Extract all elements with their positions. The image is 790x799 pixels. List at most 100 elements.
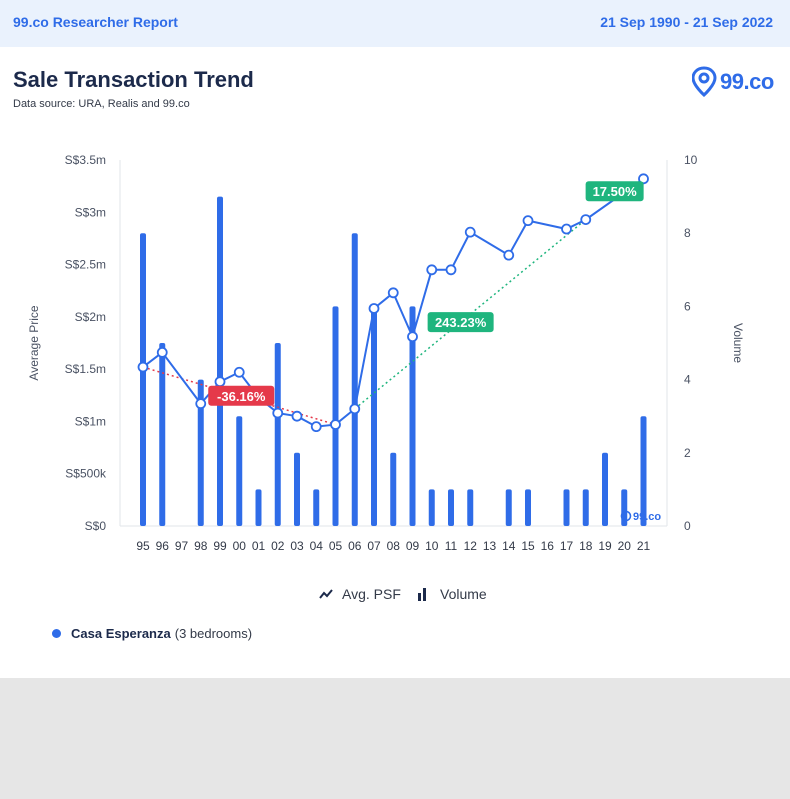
volume-bar <box>159 343 166 526</box>
volume-bar <box>294 452 300 526</box>
avg-psf-point <box>195 398 207 410</box>
avg-psf-point <box>214 376 226 388</box>
x-tick-label: 17 <box>560 539 574 553</box>
logo-pin-icon <box>692 66 717 98</box>
series-detail: (3 bedrooms) <box>174 626 253 641</box>
y-tick-label: S$3.5m <box>65 153 106 167</box>
avg-psf-point <box>445 264 457 276</box>
x-tick-label: 10 <box>425 539 439 553</box>
x-tick-label: 99 <box>213 539 227 553</box>
y-tick-label: S$0 <box>85 519 107 533</box>
volume-bar <box>197 379 204 526</box>
x-tick-label: 19 <box>598 539 612 553</box>
x-tick-label: 96 <box>156 539 170 553</box>
volume-bar <box>140 233 146 526</box>
x-tick-label: 21 <box>637 539 651 553</box>
report-label: 99.co Researcher Report <box>13 14 178 30</box>
report-card: 99.co Researcher Report 21 Sep 1990 - 21… <box>0 0 790 678</box>
avg-psf-point <box>156 347 168 358</box>
trend-badge-label: 17.50% <box>593 184 638 199</box>
date-range: 21 Sep 1990 - 21 Sep 2022 <box>600 14 773 30</box>
x-tick-label: 03 <box>290 539 304 553</box>
avg-psf-point <box>503 249 515 261</box>
trend-badge <box>208 385 275 406</box>
avg-psf-point <box>638 173 649 185</box>
x-tick-label: 00 <box>233 539 247 553</box>
avg-psf-point <box>426 264 438 276</box>
avg-psf-point <box>291 410 303 422</box>
volume-bar <box>351 233 358 526</box>
avg-psf-point <box>272 407 284 419</box>
chart-legend: Avg. PSF Volume <box>0 586 790 606</box>
series-color-dot <box>52 629 61 638</box>
x-tick-label: 16 <box>541 539 555 553</box>
y-tick-label: S$3m <box>75 205 106 219</box>
x-tick-label: 20 <box>618 539 632 553</box>
avg-psf-point <box>368 303 380 314</box>
volume-bar <box>582 489 589 526</box>
x-tick-label: 18 <box>579 539 593 553</box>
volume-bar <box>525 489 531 526</box>
volume-bar <box>505 489 512 526</box>
volume-bar <box>602 452 608 526</box>
x-tick-label: 07 <box>367 539 381 553</box>
y2-tick-label: 8 <box>684 226 691 240</box>
avg-psf-line <box>142 178 645 428</box>
legend-volume[interactable]: Volume <box>417 586 487 602</box>
avg-psf-point <box>330 419 341 430</box>
x-tick-label: 98 <box>194 539 208 553</box>
volume-bar <box>332 306 339 526</box>
trend-badge <box>427 312 494 333</box>
avg-psf-point <box>561 223 572 235</box>
volume-bar <box>255 489 262 526</box>
volume-bar <box>236 416 243 526</box>
legend-avg-psf[interactable]: Avg. PSF <box>318 586 401 602</box>
x-tick-label: 01 <box>252 539 266 553</box>
y2-tick-label: 2 <box>684 446 691 460</box>
avg-psf-point <box>310 421 322 433</box>
y-tick-label: S$500k <box>65 467 107 481</box>
x-tick-label: 14 <box>502 539 516 553</box>
y2-tick-label: 0 <box>684 519 691 533</box>
volume-bar <box>467 489 474 526</box>
sale-transaction-chart: S$0 S$500k S$1m S$1.5m S$2m S$2.5m S$3m S$3.5m 0… <box>27 153 745 553</box>
x-tick-label: 97 <box>175 539 189 553</box>
x-tick-label: 08 <box>387 539 401 553</box>
legend-volume-label: Volume <box>440 586 487 602</box>
volume-bar <box>448 489 454 526</box>
volume-bar <box>621 489 628 526</box>
watermark-pin-icon <box>620 510 632 522</box>
volume-bar <box>409 306 416 526</box>
x-tick-label: 09 <box>406 539 420 553</box>
trend-badge-label: 243.23% <box>435 315 487 330</box>
volume-bar <box>428 489 435 526</box>
avg-psf-point <box>233 366 245 378</box>
volume-bar <box>217 196 223 526</box>
y2-tick-label: 10 <box>684 153 698 167</box>
x-tick-label: 04 <box>310 539 324 553</box>
avg-psf-point <box>522 215 534 227</box>
volume-bar <box>640 416 647 526</box>
avg-psf-point <box>387 287 399 299</box>
avg-psf-point <box>580 214 592 226</box>
y-tick-label: S$1m <box>75 414 106 428</box>
avg-psf-point <box>407 331 418 343</box>
x-tick-label: 11 <box>445 539 458 553</box>
y-tick-label: S$2m <box>75 310 106 324</box>
x-tick-label: 12 <box>464 539 478 553</box>
chart-title: Sale Transaction Trend <box>13 67 254 92</box>
x-tick-label: 15 <box>521 539 535 553</box>
data-source: Data source: URA, Realis and 99.co <box>13 98 190 110</box>
volume-bar <box>390 452 397 526</box>
volume-bar <box>313 489 320 526</box>
x-tick-label: 05 <box>329 539 343 553</box>
report-header-bar: 99.co Researcher Report 21 Sep 1990 - 21… <box>0 0 790 47</box>
series-entry[interactable]: Casa Esperanza (3 bedrooms) <box>52 626 252 641</box>
volume-bar <box>274 343 281 526</box>
x-tick-label: 13 <box>483 539 497 553</box>
brand-logo: 99.co <box>720 69 774 94</box>
y-axis-title: Average Price <box>27 305 41 380</box>
trend-badge <box>585 181 644 202</box>
avg-psf-point <box>464 226 476 238</box>
x-tick-label: 06 <box>348 539 362 553</box>
